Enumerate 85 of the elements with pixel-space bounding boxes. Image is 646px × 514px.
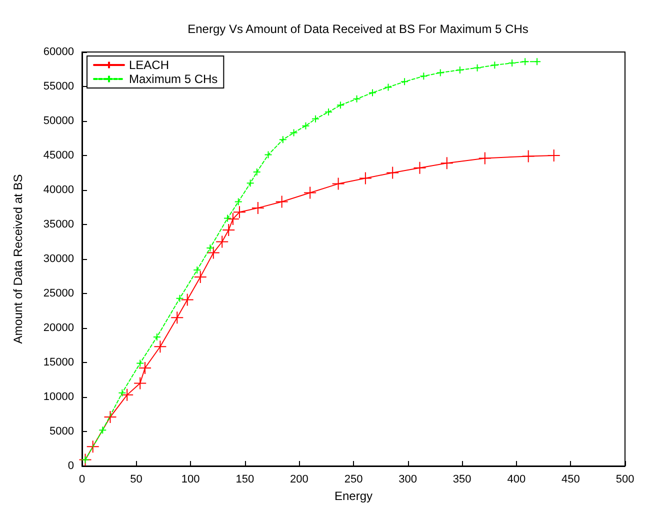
point	[400, 78, 409, 86]
x-tick-label: 300	[398, 474, 417, 486]
y-tick-label: 60000	[43, 46, 74, 58]
y-axis-title: Amount of Data Received at BS	[11, 174, 25, 344]
x-tick-label: 100	[181, 474, 200, 486]
point	[508, 59, 516, 68]
y-tick-label: 20000	[43, 322, 74, 334]
point	[216, 235, 229, 248]
point	[246, 179, 254, 188]
point	[152, 332, 161, 341]
point	[352, 94, 361, 103]
x-tick-label: 0	[78, 474, 86, 486]
point	[264, 150, 272, 159]
x-tick-label: 500	[616, 474, 634, 486]
y-tick-label: 5000	[50, 426, 74, 438]
point	[193, 266, 202, 274]
point	[180, 293, 194, 306]
point	[456, 66, 464, 74]
point	[252, 168, 261, 176]
point	[336, 101, 344, 110]
point	[120, 388, 134, 402]
point	[206, 246, 220, 260]
point	[251, 201, 264, 214]
x-tick-label: 350	[452, 474, 472, 486]
x-tick-label: 200	[290, 474, 308, 486]
y-tick-label: 50000	[43, 115, 74, 127]
point	[533, 58, 542, 66]
point	[136, 359, 144, 368]
point	[206, 244, 214, 252]
point	[478, 152, 492, 165]
y-tick-label: 10000	[43, 391, 74, 403]
point	[436, 68, 444, 77]
point	[118, 388, 126, 397]
x-axis-title: Energy	[334, 488, 373, 503]
point	[522, 150, 535, 163]
point	[226, 212, 240, 226]
legend-label: LEACH	[129, 58, 170, 72]
point	[154, 340, 167, 354]
point	[420, 72, 428, 80]
point	[386, 166, 400, 180]
y-tick-label: 30000	[43, 253, 74, 265]
point	[311, 114, 320, 123]
legend-label: Maximum 5 CHs	[129, 72, 218, 86]
y-tick-label: 40000	[43, 184, 74, 196]
point	[232, 206, 246, 219]
y-tick-label: 45000	[43, 150, 74, 162]
point	[278, 136, 287, 144]
point	[134, 376, 147, 390]
point	[547, 149, 560, 162]
point	[384, 83, 392, 92]
point	[170, 311, 184, 324]
point	[104, 410, 117, 424]
point	[222, 224, 236, 237]
point	[358, 172, 372, 185]
x-tick-label: 400	[507, 474, 526, 486]
point	[275, 195, 288, 208]
point	[368, 88, 377, 97]
point	[413, 161, 426, 174]
x-tick-label: 50	[130, 474, 142, 486]
point	[81, 456, 90, 464]
point	[234, 198, 242, 206]
point	[473, 64, 482, 72]
point	[176, 294, 184, 302]
point	[138, 362, 152, 375]
point	[332, 177, 345, 190]
point	[302, 122, 310, 130]
point	[224, 214, 232, 222]
point	[304, 186, 317, 200]
x-tick-label: 150	[236, 474, 254, 486]
point	[324, 108, 333, 116]
point	[194, 270, 207, 284]
y-tick-label: 25000	[43, 288, 74, 300]
y-tick-label: 15000	[43, 356, 74, 368]
point	[290, 128, 298, 137]
y-tick-label: 0	[68, 460, 74, 472]
y-tick-label: 35000	[43, 218, 74, 230]
point	[86, 440, 100, 454]
chart-title: Energy Vs Amount of Data Received at BS For Maximum 5 CHs	[188, 22, 528, 36]
point	[490, 61, 499, 70]
x-tick-label: 250	[344, 474, 363, 486]
point	[98, 426, 107, 434]
y-tick-label: 55000	[43, 80, 74, 92]
x-tick-label: 450	[562, 474, 580, 486]
point	[521, 58, 530, 66]
point	[440, 156, 454, 170]
